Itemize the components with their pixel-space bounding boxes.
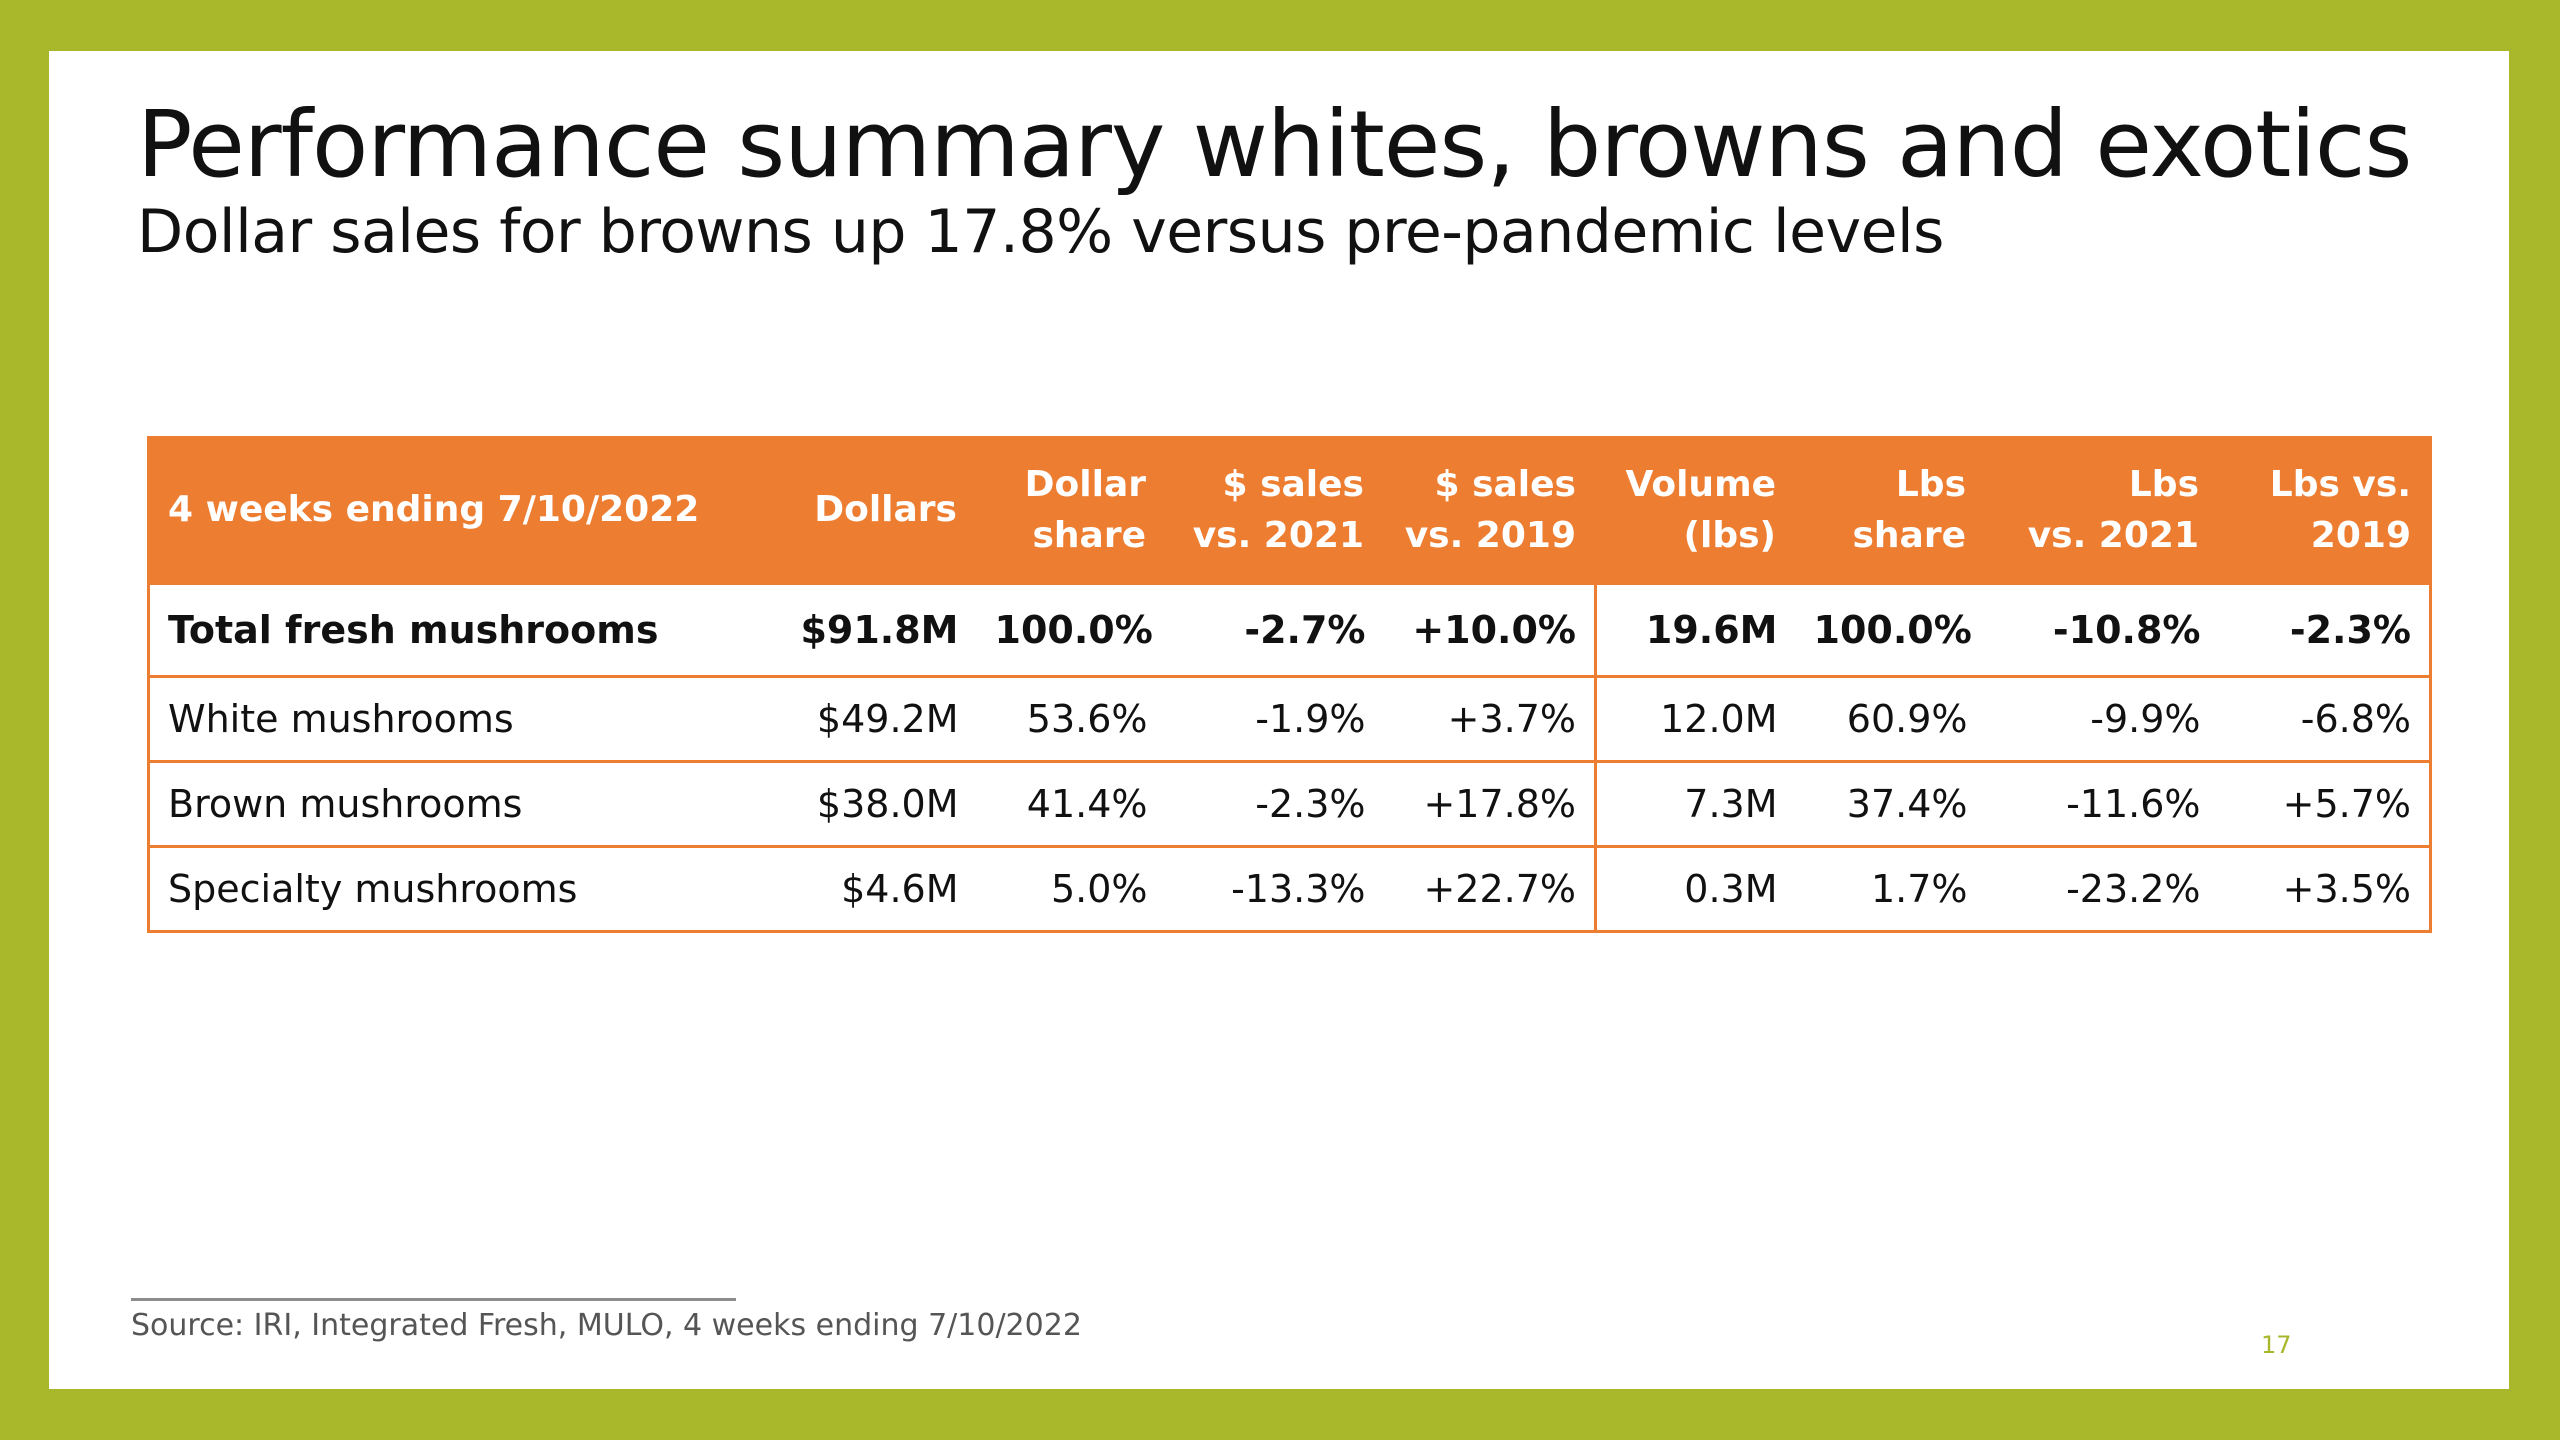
header-sales-vs-2019: $ sales vs. 2019: [1382, 436, 1597, 585]
cell-dollar-share: 100.0%: [976, 582, 1166, 678]
header-dollar-share: Dollar share: [975, 436, 1167, 585]
table-row-total: Total fresh mushrooms $91.8M 100.0% -2.7…: [147, 582, 2432, 678]
row-label: Brown mushrooms: [147, 760, 755, 848]
cell-lbs-vs-2021: -23.2%: [1985, 845, 2219, 933]
header-period: 4 weeks ending 7/10/2022: [147, 436, 756, 585]
cell-volume: 0.3M: [1594, 845, 1796, 933]
cell-sales-vs-2021: -2.3%: [1165, 760, 1384, 848]
header-row: 4 weeks ending 7/10/2022 Dollars Dollar s…: [147, 436, 2432, 585]
table-row: Specialty mushrooms $4.6M 5.0% -13.3% +2…: [147, 845, 2432, 933]
cell-dollar-share: 41.4%: [976, 760, 1166, 848]
cell-volume: 19.6M: [1594, 582, 1796, 678]
cell-sales-vs-2019: +3.7%: [1383, 675, 1596, 763]
cell-sales-vs-2021: -1.9%: [1165, 675, 1384, 763]
page-number: 17: [2261, 1331, 2292, 1359]
slide-subtitle: Dollar sales for browns up 17.8% versus …: [137, 197, 1944, 267]
header-sales-vs-2021: $ sales vs. 2021: [1164, 436, 1385, 585]
cell-lbs-vs-2019: +5.7%: [2218, 760, 2432, 848]
cell-volume: 12.0M: [1594, 675, 1796, 763]
row-label: White mushrooms: [147, 675, 755, 763]
cell-dollars: $49.2M: [754, 675, 977, 763]
cell-lbs-share: 1.7%: [1795, 845, 1986, 933]
header-lbs-vs-2021: Lbs vs. 2021: [1984, 436, 2220, 585]
row-label: Specialty mushrooms: [147, 845, 755, 933]
header-lbs-vs-2019: Lbs vs. 2019: [2217, 436, 2432, 585]
cell-lbs-vs-2021: -10.8%: [1985, 582, 2219, 678]
cell-lbs-vs-2019: +3.5%: [2218, 845, 2432, 933]
slide-title: Performance summary whites, browns and e…: [137, 91, 2412, 198]
cell-sales-vs-2021: -2.7%: [1165, 582, 1384, 678]
header-lbs-share: Lbs share: [1794, 436, 1987, 585]
cell-sales-vs-2019: +10.0%: [1383, 582, 1596, 678]
cell-dollar-share: 5.0%: [976, 845, 1166, 933]
cell-sales-vs-2019: +17.8%: [1383, 760, 1596, 848]
cell-lbs-vs-2021: -9.9%: [1985, 675, 2219, 763]
slide: Performance summary whites, browns and e…: [49, 51, 2509, 1389]
cell-dollars: $38.0M: [754, 760, 977, 848]
cell-lbs-share: 37.4%: [1795, 760, 1986, 848]
header-dollars: Dollars: [753, 436, 978, 585]
table-row: Brown mushrooms $38.0M 41.4% -2.3% +17.8…: [147, 760, 2432, 848]
cell-volume: 7.3M: [1594, 760, 1796, 848]
cell-lbs-share: 100.0%: [1795, 582, 1986, 678]
cell-lbs-vs-2019: -6.8%: [2218, 675, 2432, 763]
footer-divider: [131, 1298, 736, 1301]
cell-sales-vs-2019: +22.7%: [1383, 845, 1596, 933]
row-label: Total fresh mushrooms: [147, 582, 755, 678]
cell-sales-vs-2021: -13.3%: [1165, 845, 1384, 933]
source-note: Source: IRI, Integrated Fresh, MULO, 4 w…: [131, 1308, 1082, 1343]
cell-lbs-share: 60.9%: [1795, 675, 1986, 763]
table-row: White mushrooms $49.2M 53.6% -1.9% +3.7%…: [147, 675, 2432, 763]
header-volume: Volume (lbs): [1594, 436, 1797, 585]
cell-dollar-share: 53.6%: [976, 675, 1166, 763]
cell-dollars: $91.8M: [754, 582, 977, 678]
performance-table: 4 weeks ending 7/10/2022 Dollars Dollar s…: [147, 436, 2432, 933]
cell-dollars: $4.6M: [754, 845, 977, 933]
cell-lbs-vs-2021: -11.6%: [1985, 760, 2219, 848]
cell-lbs-vs-2019: -2.3%: [2218, 582, 2432, 678]
